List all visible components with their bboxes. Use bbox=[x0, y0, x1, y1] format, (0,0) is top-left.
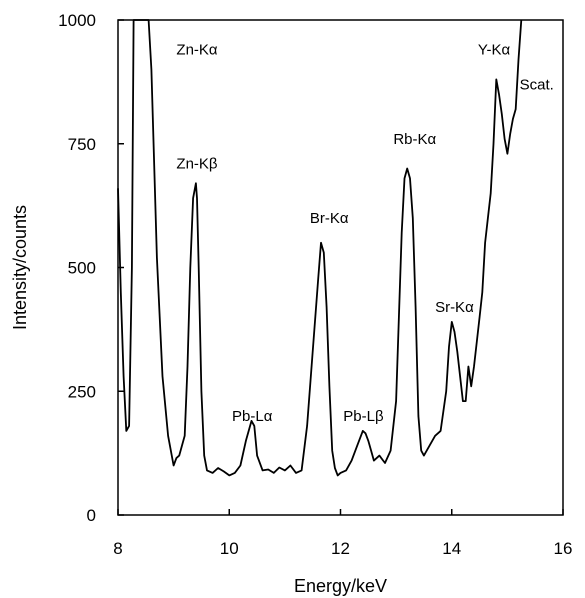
y-axis-title: Intensity/counts bbox=[10, 205, 30, 330]
y-tick-label: 0 bbox=[87, 506, 96, 525]
y-tick-label: 500 bbox=[68, 259, 96, 278]
y-tick-label: 750 bbox=[68, 135, 96, 154]
peak-label: Y-Kα bbox=[478, 42, 511, 59]
axis-tick-labels: 8 10 12 14 16 0 250 500 750 1000 bbox=[58, 11, 572, 558]
peak-label: Scat. bbox=[520, 76, 554, 93]
x-axis-title: Energy/keV bbox=[294, 576, 387, 596]
x-tick-label: 16 bbox=[554, 539, 573, 558]
peak-annotations: Zn-Kα Zn-Kβ Pb-Lα Br-Kα Pb-Lβ Rb-Kα Sr-Kα Y-Kα S… bbox=[176, 42, 553, 425]
peak-label: Zn-Kβ bbox=[176, 156, 218, 173]
peak-label: Pb-Lβ bbox=[343, 408, 384, 425]
peak-label: Pb-Lα bbox=[232, 408, 273, 425]
peak-label: Sr-Kα bbox=[435, 299, 474, 316]
x-tick-label: 12 bbox=[331, 539, 350, 558]
peak-label: Rb-Kα bbox=[393, 131, 436, 148]
x-tick-label: 10 bbox=[220, 539, 239, 558]
spectrum-series-line bbox=[117, 19, 523, 477]
axis-ticks bbox=[117, 19, 564, 516]
y-tick-label: 1000 bbox=[58, 11, 96, 30]
peak-label: Zn-Kα bbox=[176, 42, 218, 59]
y-tick-label: 250 bbox=[68, 382, 96, 401]
x-tick-label: 8 bbox=[113, 539, 122, 558]
peak-label: Br-Kα bbox=[310, 210, 349, 227]
x-tick-label: 14 bbox=[442, 539, 461, 558]
